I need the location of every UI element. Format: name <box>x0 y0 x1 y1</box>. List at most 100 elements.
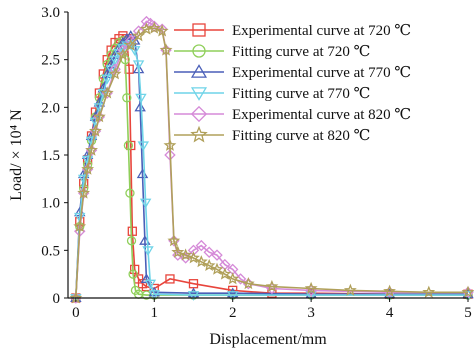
x-axis-label: Displacement/mm <box>209 331 327 348</box>
data-point <box>85 143 99 156</box>
data-point <box>81 162 95 175</box>
data-point <box>100 86 114 99</box>
data-point <box>148 290 161 300</box>
data-point <box>179 248 193 261</box>
data-point <box>147 21 161 34</box>
legend-item: Fitting curve at 820 ℃ <box>174 125 370 144</box>
data-point <box>116 48 130 61</box>
plot-area <box>69 15 474 304</box>
legend-marker <box>190 125 208 143</box>
data-point <box>343 283 357 296</box>
data-point <box>187 291 200 301</box>
y-tick-label: 2.0 <box>41 100 60 116</box>
data-point <box>186 251 200 264</box>
legend-marker <box>192 23 206 37</box>
data-point <box>128 46 141 56</box>
x-tick-label: 1 <box>151 305 159 321</box>
data-point <box>73 219 87 232</box>
axes: 0 1 2 3 4 5 0 0.5 1.0 1.5 2.0 2.5 3.0 <box>41 5 472 321</box>
data-point <box>88 124 102 137</box>
legend-label: Fitting curve at 770 ℃ <box>232 86 370 102</box>
data-point <box>422 285 436 298</box>
legend-item: Experimental curve at 820 ℃ <box>174 105 411 123</box>
x-tick-label: 2 <box>229 305 237 321</box>
legend-marker <box>190 87 208 101</box>
data-point <box>77 186 91 199</box>
data-point <box>383 284 396 297</box>
y-tick-label: 2.5 <box>41 53 60 69</box>
data-point <box>226 287 239 298</box>
data-point <box>163 138 177 151</box>
legend-item: Experimental curve at 720 ℃ <box>174 23 411 39</box>
data-point <box>195 239 208 252</box>
legend-marker <box>190 105 208 123</box>
data-point <box>461 285 474 298</box>
series-line <box>75 27 468 299</box>
data-point <box>135 93 147 104</box>
data-point <box>194 255 208 268</box>
data-point <box>165 274 175 284</box>
y-tick-label: 1.5 <box>41 148 60 164</box>
legend-label: Fitting curve at 820 ℃ <box>232 128 370 144</box>
data-point <box>226 272 240 285</box>
data-point <box>109 55 121 66</box>
legend-label: Fitting curve at 720 ℃ <box>232 44 370 60</box>
y-tick-label: 1.0 <box>41 196 60 212</box>
y-tick-label: 0.5 <box>41 243 60 259</box>
data-point <box>142 246 154 257</box>
data-point <box>144 279 157 290</box>
x-tick-label: 3 <box>307 305 315 321</box>
data-point <box>241 276 255 290</box>
legend-item: Fitting curve at 770 ℃ <box>174 86 370 102</box>
data-point <box>148 286 161 297</box>
data-point <box>128 269 138 279</box>
data-point <box>187 244 200 257</box>
data-point <box>127 226 137 236</box>
legend-item: Fitting curve at 720 ℃ <box>174 44 370 60</box>
data-point <box>108 67 122 80</box>
data-point <box>210 262 224 275</box>
data-point <box>218 267 232 280</box>
legend: Experimental curve at 720 ℃ Fitting curve… <box>174 23 411 144</box>
data-point <box>203 246 215 258</box>
data-point <box>167 234 181 247</box>
data-point <box>125 188 135 198</box>
data-point <box>122 93 132 103</box>
y-axis-label: Load/ × 10⁴ N <box>8 109 25 201</box>
data-point <box>159 43 173 56</box>
legend-label: Experimental curve at 820 ℃ <box>232 107 411 123</box>
data-point <box>130 264 140 275</box>
data-point <box>74 212 86 223</box>
data-point <box>265 279 279 292</box>
data-point <box>202 258 216 271</box>
data-point <box>171 245 185 258</box>
data-point <box>211 249 223 261</box>
legend-label: Experimental curve at 720 ℃ <box>232 23 411 39</box>
x-tick-label: 4 <box>386 305 394 321</box>
x-tick-label: 5 <box>464 305 472 321</box>
data-point <box>226 291 239 301</box>
data-point <box>137 141 150 152</box>
data-point <box>132 60 145 71</box>
data-point <box>305 291 317 301</box>
legend-marker <box>190 64 208 78</box>
data-point <box>155 24 169 37</box>
data-point <box>139 198 152 209</box>
y-tick-label: 3.0 <box>41 5 60 21</box>
legend-item: Experimental curve at 770 ℃ <box>174 64 411 81</box>
y-tick-label: 0 <box>53 291 61 307</box>
data-point <box>126 236 137 246</box>
x-tick-label: 0 <box>72 305 80 321</box>
data-point <box>187 287 200 298</box>
data-point <box>134 101 146 112</box>
data-point <box>304 281 318 294</box>
series-6 <box>69 21 474 304</box>
data-point <box>101 74 113 85</box>
legend-marker <box>192 44 206 58</box>
data-point <box>92 110 106 123</box>
data-point <box>105 65 117 75</box>
data-point <box>124 38 138 51</box>
legend-label: Experimental curve at 770 ℃ <box>232 65 411 81</box>
data-point <box>132 29 145 42</box>
